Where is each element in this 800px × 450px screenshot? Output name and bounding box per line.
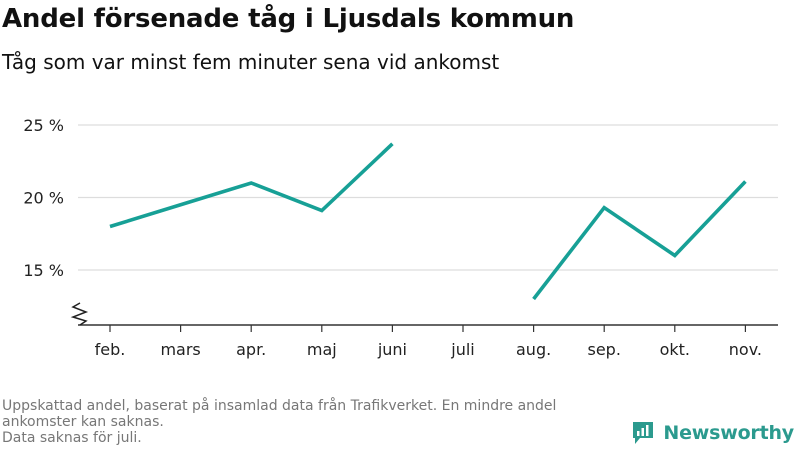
series-line [109, 142, 394, 229]
y-tick-label: 20 % [23, 189, 64, 208]
x-tick-label: okt. [660, 340, 690, 359]
x-tick-label: juni [377, 340, 407, 359]
x-tick-label: maj [307, 340, 337, 359]
x-tick-label: juli [450, 340, 474, 359]
axis-break-icon [70, 302, 89, 326]
footnote-line: Data saknas för juli. [2, 430, 142, 446]
x-tick-label: feb. [95, 340, 126, 359]
series-layer [109, 142, 747, 301]
x-tick-label: apr. [236, 340, 266, 359]
brand-name: Newsworthy [663, 422, 794, 444]
y-tick-label: 15 % [23, 261, 64, 280]
x-tick-label: sep. [587, 340, 620, 359]
y-tick-label: 25 % [23, 116, 64, 135]
series-line [532, 180, 747, 301]
newsworthy-logo-icon [633, 422, 654, 444]
label-layer: 15 % 20 % 25 % feb. mars apr. maj juni juli aug. s… [23, 116, 762, 359]
x-tick-label: aug. [516, 340, 551, 359]
footnote: Uppskattad andel, baserat på insamlad da… [2, 398, 632, 446]
footnote-line: Uppskattad andel, baserat på insamlad da… [2, 398, 557, 414]
chart-title: Andel försenade tåg i Ljusdals kommun [2, 4, 575, 34]
footnote-line: ankomster kan saknas. [2, 414, 164, 430]
chart-subtitle: Tåg som var minst fem minuter sena vid a… [2, 50, 500, 74]
x-tick-label: nov. [729, 340, 762, 359]
axis-layer [70, 302, 778, 332]
brand-logo: Newsworthy [631, 420, 794, 446]
grid-layer [78, 124, 778, 271]
x-tick-label: mars [160, 340, 200, 359]
